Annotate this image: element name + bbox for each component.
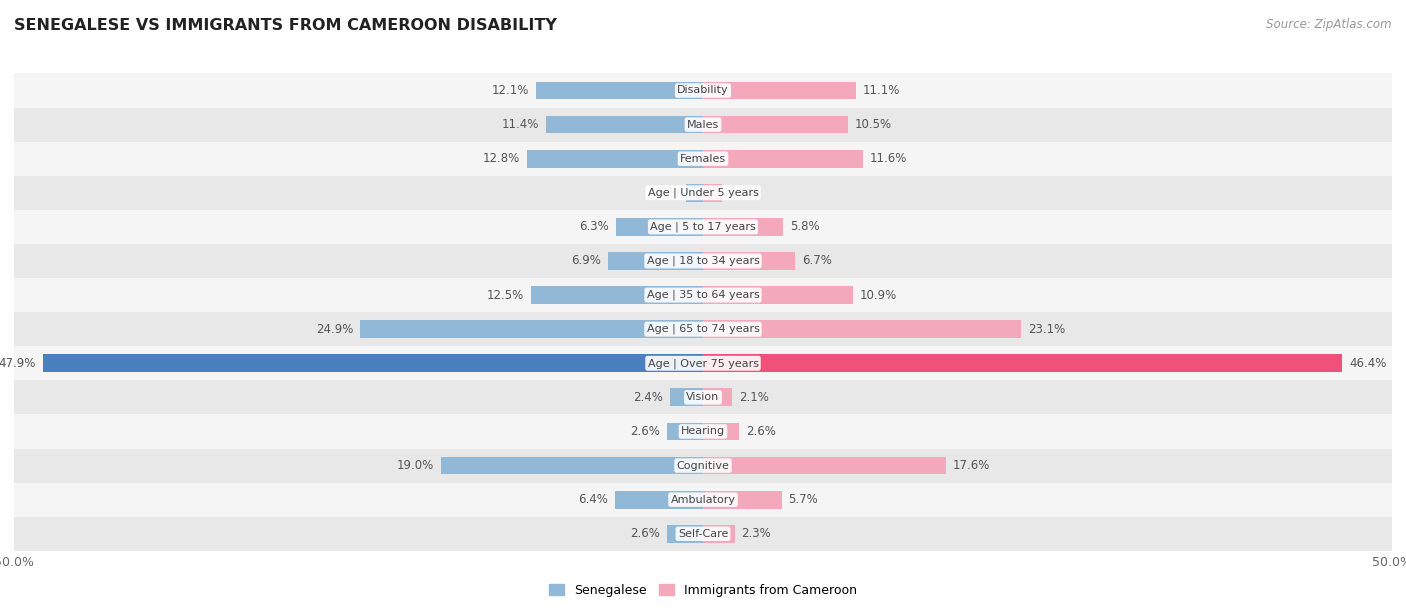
Bar (703, 423, 738, 440)
Text: 6.4%: 6.4% (578, 493, 607, 506)
Bar (14, 73, 1392, 108)
Text: 2.3%: 2.3% (741, 528, 772, 540)
Text: 47.9%: 47.9% (0, 357, 37, 370)
Bar (703, 184, 723, 201)
Bar (668, 423, 703, 440)
Bar (14, 346, 1392, 380)
Bar (703, 491, 782, 509)
Text: 10.5%: 10.5% (855, 118, 891, 131)
Text: 23.1%: 23.1% (1028, 323, 1066, 335)
Bar (616, 218, 703, 236)
Text: Age | Under 5 years: Age | Under 5 years (648, 187, 758, 198)
Bar (703, 320, 1021, 338)
Text: Ambulatory: Ambulatory (671, 494, 735, 505)
Text: 5.8%: 5.8% (790, 220, 820, 233)
Bar (44, 354, 703, 372)
Text: Females: Females (681, 154, 725, 163)
Text: 2.4%: 2.4% (633, 391, 664, 404)
Text: 11.4%: 11.4% (502, 118, 538, 131)
Text: 6.7%: 6.7% (803, 255, 832, 267)
Legend: Senegalese, Immigrants from Cameroon: Senegalese, Immigrants from Cameroon (544, 579, 862, 602)
Bar (14, 483, 1392, 517)
Bar (14, 108, 1392, 141)
Text: 12.1%: 12.1% (492, 84, 530, 97)
Bar (14, 278, 1392, 312)
Bar (607, 252, 703, 270)
Text: 24.9%: 24.9% (315, 323, 353, 335)
Text: Males: Males (688, 119, 718, 130)
Text: 5.7%: 5.7% (789, 493, 818, 506)
Text: Disability: Disability (678, 86, 728, 95)
Bar (360, 320, 703, 338)
Bar (546, 116, 703, 133)
Bar (536, 81, 703, 99)
Bar (14, 176, 1392, 210)
Text: 2.6%: 2.6% (745, 425, 776, 438)
Text: Source: ZipAtlas.com: Source: ZipAtlas.com (1267, 18, 1392, 31)
Text: Age | 35 to 64 years: Age | 35 to 64 years (647, 290, 759, 300)
Bar (14, 517, 1392, 551)
Text: 2.1%: 2.1% (738, 391, 769, 404)
Text: 1.4%: 1.4% (730, 186, 759, 200)
Bar (441, 457, 703, 474)
Text: 1.2%: 1.2% (650, 186, 679, 200)
Bar (527, 150, 703, 168)
Bar (703, 389, 733, 406)
Bar (703, 252, 796, 270)
Bar (614, 491, 703, 509)
Bar (703, 150, 863, 168)
Bar (14, 210, 1392, 244)
Text: Age | 65 to 74 years: Age | 65 to 74 years (647, 324, 759, 334)
Bar (703, 354, 1343, 372)
Text: 12.8%: 12.8% (482, 152, 520, 165)
Text: 6.9%: 6.9% (571, 255, 600, 267)
Bar (703, 525, 735, 543)
Text: 10.9%: 10.9% (860, 289, 897, 302)
Bar (668, 525, 703, 543)
Bar (14, 244, 1392, 278)
Text: Hearing: Hearing (681, 427, 725, 436)
Text: 19.0%: 19.0% (396, 459, 434, 472)
Bar (703, 218, 783, 236)
Text: 2.6%: 2.6% (630, 425, 661, 438)
Text: Self-Care: Self-Care (678, 529, 728, 539)
Bar (531, 286, 703, 304)
Text: 6.3%: 6.3% (579, 220, 609, 233)
Bar (14, 414, 1392, 449)
Text: 11.6%: 11.6% (870, 152, 907, 165)
Text: 46.4%: 46.4% (1350, 357, 1386, 370)
Text: 11.1%: 11.1% (863, 84, 900, 97)
Bar (14, 449, 1392, 483)
Bar (703, 286, 853, 304)
Bar (703, 457, 945, 474)
Bar (669, 389, 703, 406)
Text: 12.5%: 12.5% (486, 289, 524, 302)
Text: 17.6%: 17.6% (952, 459, 990, 472)
Bar (14, 380, 1392, 414)
Text: Cognitive: Cognitive (676, 461, 730, 471)
Bar (686, 184, 703, 201)
Bar (14, 141, 1392, 176)
Text: Age | Over 75 years: Age | Over 75 years (648, 358, 758, 368)
Text: SENEGALESE VS IMMIGRANTS FROM CAMEROON DISABILITY: SENEGALESE VS IMMIGRANTS FROM CAMEROON D… (14, 18, 557, 34)
Text: 2.6%: 2.6% (630, 528, 661, 540)
Bar (14, 312, 1392, 346)
Bar (703, 81, 856, 99)
Text: Age | 5 to 17 years: Age | 5 to 17 years (650, 222, 756, 232)
Text: Age | 18 to 34 years: Age | 18 to 34 years (647, 256, 759, 266)
Text: Vision: Vision (686, 392, 720, 402)
Bar (703, 116, 848, 133)
